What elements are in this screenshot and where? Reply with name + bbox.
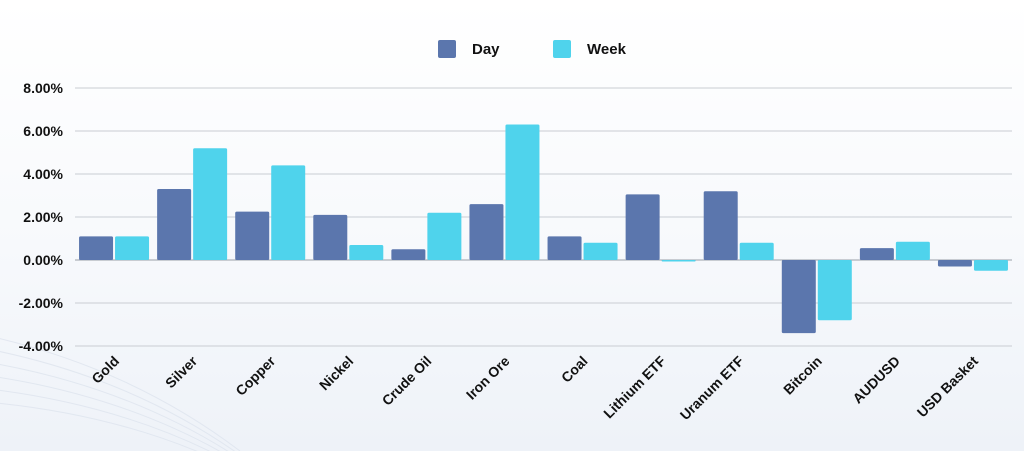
decor-line [0, 351, 241, 456]
x-tick-label: Uranum ETF [677, 352, 747, 422]
bar-day-gold [79, 236, 114, 260]
bar-day-usd-basket [937, 260, 972, 267]
bar-day-iron-ore [469, 204, 504, 260]
bar-week-usd-basket [973, 260, 1008, 271]
legend-swatch-week [553, 40, 571, 58]
x-tick-label: Bitcoin [780, 353, 825, 398]
x-tick-label: Nickel [316, 353, 356, 393]
legend-swatch-day [438, 40, 456, 58]
legend: Day Week [438, 40, 627, 58]
bar-week-gold [115, 236, 150, 260]
y-tick-label: 2.00% [23, 209, 63, 225]
bar-week-iron-ore [505, 124, 540, 260]
bar-day-audusd [859, 248, 894, 260]
bar-week-audusd [895, 241, 930, 260]
bar-day-crude-oil [391, 249, 426, 260]
bar-week-coal [583, 242, 618, 260]
y-axis-ticks: -4.00% -2.00% 0.00% 2.00% 4.00% 6.00% 8.00% [19, 80, 64, 354]
decor-line [0, 389, 221, 456]
legend-label-week: Week [587, 41, 627, 58]
bar-week-lithium-etf [661, 260, 696, 262]
decor-line [0, 364, 237, 456]
bars [79, 124, 1008, 334]
y-tick-label: 8.00% [23, 80, 63, 96]
bar-day-bitcoin [781, 260, 816, 334]
bar-week-crude-oil [427, 212, 462, 260]
x-axis-ticks: Gold Silver Copper Nickel Crude Oil Iron Ore C… [88, 352, 981, 423]
x-tick-label: Crude Oil [379, 353, 435, 409]
bar-week-silver [193, 148, 228, 260]
y-tick-label: 4.00% [23, 166, 63, 182]
bar-week-uranum-etf [739, 242, 774, 260]
x-tick-label: Copper [232, 352, 278, 398]
y-tick-label: -4.00% [19, 338, 64, 354]
decor-line [0, 376, 230, 456]
x-tick-label: AUDUSD [849, 353, 903, 407]
bar-day-copper [235, 211, 270, 260]
bar-day-nickel [313, 214, 348, 260]
y-tick-label: 0.00% [23, 252, 63, 268]
background-decoration [0, 338, 241, 456]
bar-day-lithium-etf [625, 194, 660, 260]
gridlines [75, 87, 1012, 347]
decor-line [0, 338, 241, 452]
x-tick-label: Gold [88, 353, 122, 387]
bar-week-bitcoin [817, 260, 852, 321]
x-tick-label: Coal [558, 353, 591, 386]
x-tick-label: Iron Ore [463, 353, 513, 403]
bar-day-coal [547, 236, 582, 260]
bar-day-silver [157, 189, 192, 260]
x-tick-label: USD Basket [914, 353, 982, 421]
bar-week-copper [271, 165, 306, 260]
y-tick-label: -2.00% [19, 295, 64, 311]
bar-day-uranum-etf [703, 191, 738, 260]
x-tick-label: Lithium ETF [600, 353, 669, 422]
decor-line [0, 402, 210, 456]
x-tick-label: Silver [162, 352, 201, 391]
bar-week-nickel [349, 244, 384, 260]
y-tick-label: 6.00% [23, 123, 63, 139]
legend-label-day: Day [472, 41, 500, 58]
